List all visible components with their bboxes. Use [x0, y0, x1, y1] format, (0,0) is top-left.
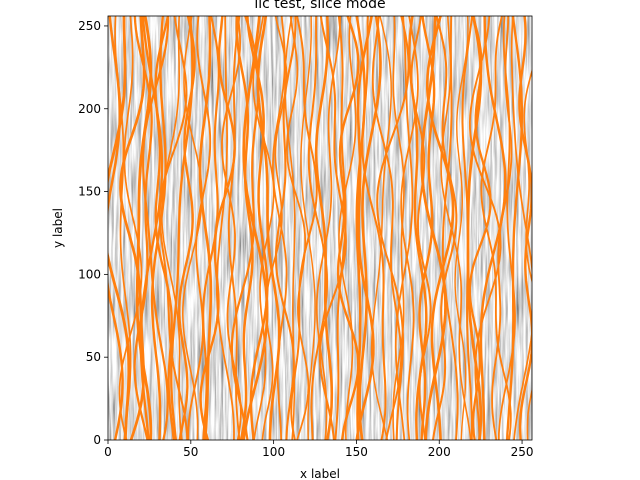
streamline: [199, 16, 236, 440]
streamline: [285, 16, 310, 440]
streamline: [420, 16, 447, 440]
streamline: [355, 16, 367, 440]
streamline: [358, 16, 382, 440]
streamline: [256, 16, 281, 440]
streamline: [400, 16, 419, 440]
x-tick-label: 250: [511, 445, 534, 459]
streamline: [518, 16, 532, 440]
streamline: [252, 16, 275, 440]
streamline: [480, 16, 512, 440]
streamline: [227, 16, 241, 440]
streamline: [235, 16, 254, 440]
streamline: [307, 16, 329, 440]
streamline: [108, 16, 131, 440]
streamlines: [108, 16, 532, 440]
streamline: [118, 16, 143, 440]
streamline: [300, 16, 316, 440]
streamline: [361, 16, 387, 440]
y-tick-label: 100: [78, 267, 101, 281]
y-tick-label: 250: [78, 19, 101, 33]
y-tick-label: 200: [78, 102, 101, 116]
streamline: [158, 16, 189, 440]
streamline: [497, 16, 516, 440]
x-tick-label: 0: [104, 445, 112, 459]
streamline: [198, 16, 213, 440]
streamline: [154, 16, 175, 440]
streamline: [284, 16, 296, 440]
streamline: [371, 16, 403, 440]
streamline: [466, 16, 483, 440]
streamline: [314, 16, 334, 440]
streamline: [431, 16, 458, 440]
streamline: [290, 16, 318, 440]
x-tick-label: 150: [345, 445, 368, 459]
streamline: [491, 16, 513, 440]
streamline: [315, 16, 342, 440]
streamline: [355, 16, 375, 440]
x-tick-label: 100: [262, 445, 285, 459]
x-tick-label: 200: [428, 445, 451, 459]
streamline: [216, 16, 235, 440]
streamline: [410, 16, 432, 440]
x-tick-label: 50: [183, 445, 198, 459]
streamline: [454, 16, 469, 440]
streamline: [135, 16, 153, 440]
y-axis: 0 50 100 150 200 250: [78, 19, 108, 447]
y-tick-label: 50: [86, 350, 101, 364]
streamline: [338, 16, 357, 440]
y-tick-label: 150: [78, 185, 101, 199]
streamline: [187, 16, 212, 440]
streamline: [133, 16, 153, 440]
streamline: [370, 16, 392, 440]
streamline: [242, 16, 269, 440]
plot-area: [108, 16, 532, 440]
streamline: [334, 16, 347, 440]
streamline: [182, 16, 203, 440]
streamline: [440, 16, 472, 440]
streamline: [523, 68, 532, 440]
y-tick-label: 0: [93, 433, 101, 447]
streamline: [178, 16, 196, 440]
y-axis-label: y label: [51, 208, 65, 248]
streamline: [246, 16, 269, 440]
plot-frame: [107, 15, 533, 441]
streamline: [441, 16, 459, 440]
x-axis: 0 50 100 150 200 250: [104, 440, 534, 459]
streamline: [114, 16, 132, 440]
chart-title: lic test, slice mode: [254, 0, 385, 12]
x-axis-label: x label: [300, 467, 340, 480]
streamline: [160, 16, 183, 440]
streamline: [272, 16, 288, 440]
streamline: [394, 16, 414, 440]
